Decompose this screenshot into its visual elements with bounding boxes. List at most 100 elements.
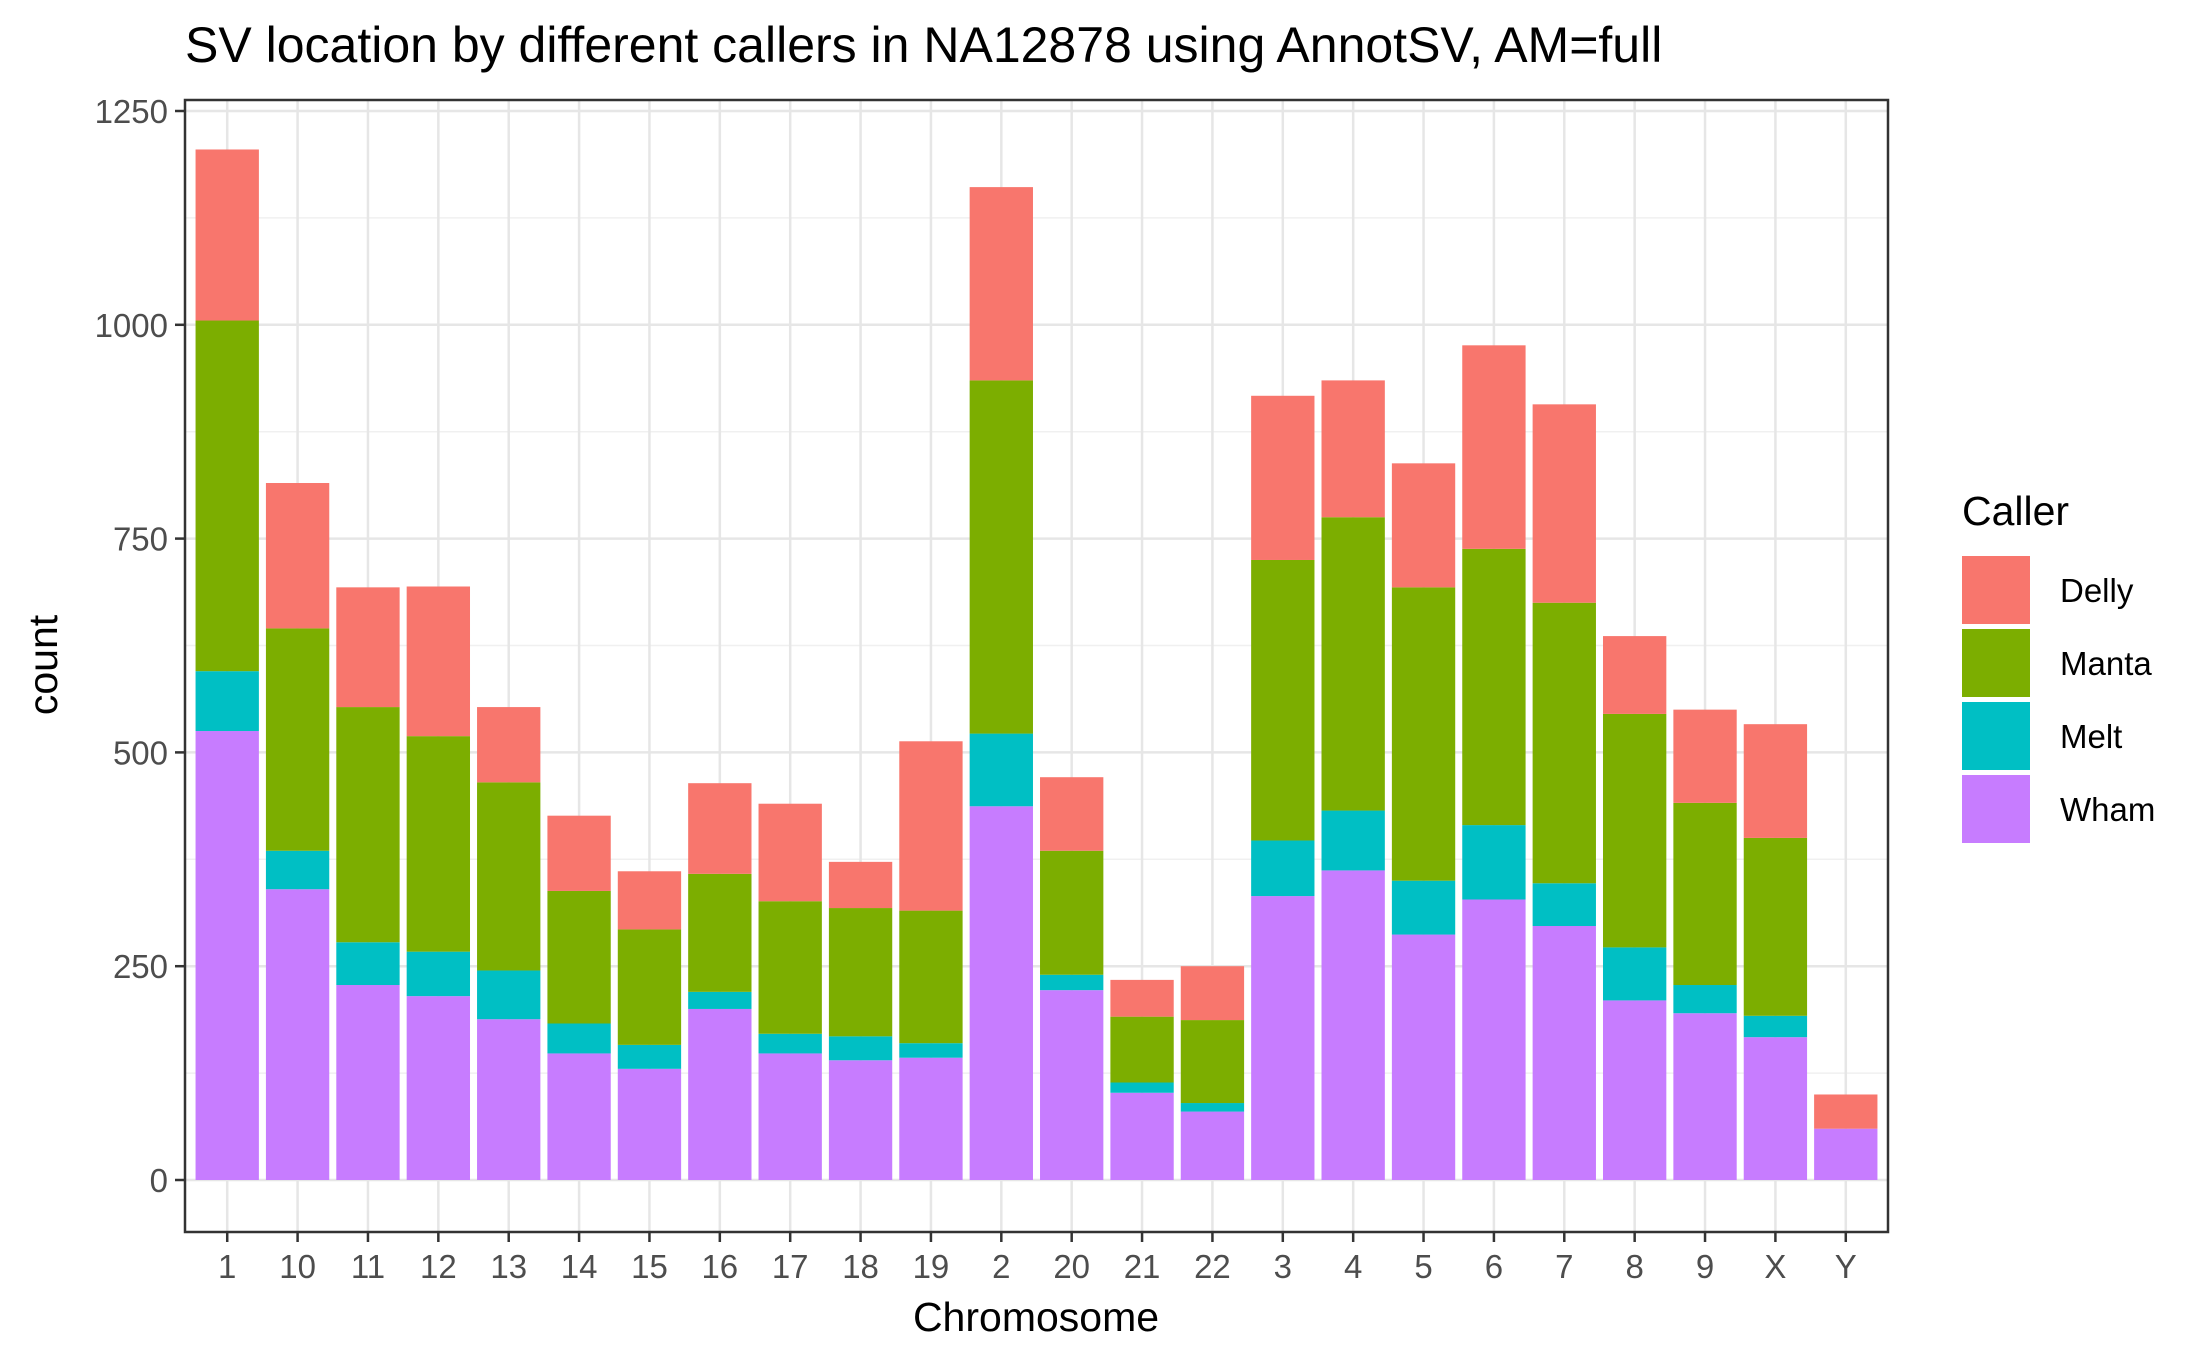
bar-segment-manta (477, 782, 541, 971)
chart-title: SV location by different callers in NA12… (185, 17, 1662, 73)
axes: 0 250 500 750 1000 1250 1 10 11 12 13 14 15 16 17 18 19 2… (95, 93, 1890, 1285)
bar-segment-wham (265, 889, 330, 1180)
bar-segment-delly (547, 815, 611, 891)
bar-segment-wham (547, 1053, 611, 1180)
bar-segment-wham (1321, 870, 1385, 1180)
bar-stack-9 (1673, 709, 1737, 1180)
bar-segment-melt (899, 1043, 963, 1058)
bar-segment-wham (828, 1060, 893, 1180)
bar-segment-manta (688, 873, 752, 992)
x-tick-label: 9 (1696, 1248, 1714, 1285)
bar-segment-melt (1743, 1015, 1808, 1038)
bar-segment-delly (617, 871, 682, 930)
bar-segment-delly (477, 707, 541, 783)
bar-segment-manta (265, 628, 330, 851)
bar-segment-wham (477, 1019, 541, 1180)
bar-segment-delly (1602, 636, 1667, 714)
bar-segment-delly (336, 587, 400, 708)
bar-segment-delly (758, 803, 822, 902)
bar-segment-melt (1110, 1082, 1174, 1093)
bar-segment-delly (1251, 395, 1315, 560)
bar-segment-melt (1532, 883, 1596, 927)
bar-segment-manta (1673, 802, 1737, 986)
bar-segment-wham (195, 731, 259, 1180)
bar-segment-melt (1321, 810, 1385, 871)
bar-segment-delly (265, 483, 330, 629)
bar-stack-15 (617, 871, 682, 1180)
x-tick-label: 12 (420, 1248, 457, 1285)
panel-border (183, 98, 1890, 1234)
legend-label-wham: Wham (2060, 791, 2155, 828)
bar-segment-wham (1040, 990, 1104, 1180)
bar-segment-wham (1462, 899, 1526, 1180)
x-tick-label: 15 (631, 1248, 668, 1285)
bar-segment-melt (758, 1033, 822, 1054)
x-tick-label: 17 (772, 1248, 809, 1285)
bar-segment-manta (828, 908, 893, 1037)
y-tick-label: 1000 (95, 307, 168, 344)
bar-segment-wham (1743, 1037, 1808, 1180)
legend-title: Caller (1962, 488, 2069, 534)
bar-segment-delly (1040, 777, 1104, 851)
bar-stack-14 (547, 815, 611, 1180)
bar-stack-22 (1180, 966, 1245, 1180)
bar-segment-delly (1180, 966, 1245, 1021)
bar-stack-6 (1462, 345, 1526, 1180)
bar-segment-manta (1391, 587, 1456, 881)
y-tick-label: 250 (113, 948, 168, 985)
bar-segment-melt (336, 942, 400, 986)
x-tick-label: 6 (1485, 1248, 1503, 1285)
legend-label-manta: Manta (2060, 645, 2152, 682)
bar-segment-melt (406, 951, 471, 997)
bar-segment-delly (828, 861, 893, 909)
bar-stack-16 (688, 783, 752, 1180)
y-tick-label: 1250 (95, 93, 168, 130)
bar-segment-delly (1743, 724, 1808, 838)
bar-segment-melt (477, 970, 541, 1020)
bar-stack-7 (1532, 404, 1596, 1180)
bar-stack-4 (1321, 380, 1385, 1180)
bar-segment-wham (1391, 934, 1456, 1180)
x-tick-label: 7 (1555, 1248, 1573, 1285)
legend-label-delly: Delly (2060, 572, 2134, 609)
bar-segment-melt (1673, 985, 1737, 1014)
x-axis-title: Chromosome (913, 1294, 1159, 1340)
x-tick-label: 18 (842, 1248, 879, 1285)
x-tick-label: 13 (490, 1248, 527, 1285)
bar-segment-manta (617, 929, 682, 1045)
bar-segment-manta (1251, 559, 1315, 841)
bar-segment-wham (617, 1068, 682, 1180)
bar-stack-Y (1814, 1094, 1878, 1180)
bar-segment-manta (406, 736, 471, 952)
bar-stack-X (1743, 724, 1808, 1180)
x-tick-label: X (1764, 1248, 1786, 1285)
bar-segment-wham (969, 806, 1033, 1180)
legend-swatch-melt (1962, 702, 2030, 770)
bar-segment-manta (1462, 548, 1526, 826)
bar-segment-wham (1602, 1000, 1667, 1180)
x-tick-label: 8 (1625, 1248, 1643, 1285)
bar-segment-melt (1602, 947, 1667, 1001)
x-tick-label: 3 (1274, 1248, 1292, 1285)
bar-segment-manta (1180, 1020, 1245, 1104)
bar-stack-19 (899, 741, 963, 1180)
x-tick-label: 19 (913, 1248, 950, 1285)
x-tick-label: 16 (701, 1248, 738, 1285)
bars (195, 149, 1878, 1180)
bar-stack-21 (1110, 979, 1174, 1180)
legend-swatch-wham (1962, 775, 2030, 843)
bar-segment-wham (1532, 926, 1596, 1180)
bar-segment-delly (1814, 1094, 1878, 1129)
y-axis-title: count (20, 614, 66, 715)
bar-stack-20 (1040, 777, 1104, 1180)
bar-stack-2 (969, 187, 1033, 1180)
bar-stack-13 (477, 707, 541, 1180)
x-tick-label: 20 (1053, 1248, 1090, 1285)
bar-segment-manta (1110, 1016, 1174, 1083)
bar-stack-3 (1251, 395, 1315, 1180)
bar-segment-melt (547, 1023, 611, 1054)
bar-segment-delly (1391, 463, 1456, 588)
bar-segment-wham (688, 1008, 752, 1180)
y-tick-label: 0 (150, 1162, 168, 1199)
